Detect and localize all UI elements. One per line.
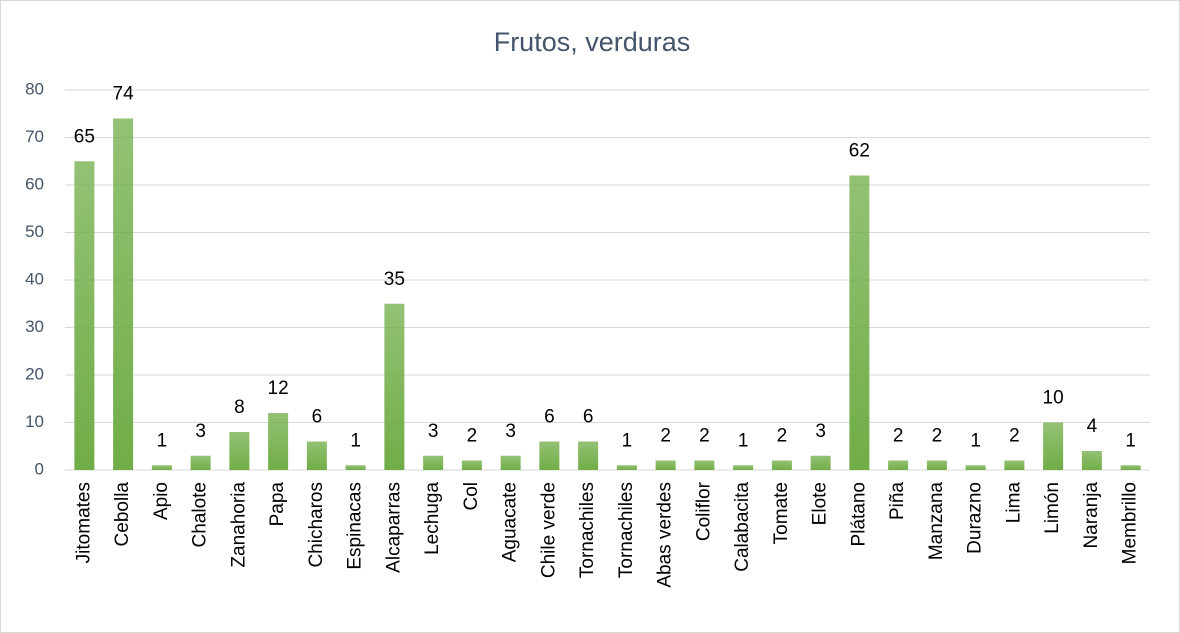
bar <box>1081 451 1102 470</box>
bar <box>1004 460 1025 470</box>
y-tick-label: 70 <box>25 127 44 146</box>
data-label: 3 <box>505 421 516 442</box>
bar <box>306 441 327 470</box>
data-label: 62 <box>849 141 870 162</box>
data-label: 3 <box>195 421 206 442</box>
data-label: 1 <box>738 430 749 451</box>
data-label: 3 <box>815 421 826 442</box>
x-tick-label: Calabacita <box>732 482 753 572</box>
bar <box>771 460 792 470</box>
data-label: 6 <box>312 407 323 428</box>
bar <box>461 460 482 470</box>
data-label: 1 <box>970 430 981 451</box>
chart-title: Frutos, verduras <box>494 27 691 57</box>
y-tick-label: 40 <box>25 269 44 288</box>
bar <box>1120 465 1141 470</box>
data-label: 2 <box>932 426 943 447</box>
bar <box>616 465 637 470</box>
x-tick-label: Tornachiles <box>577 482 598 578</box>
data-label: 1 <box>622 430 633 451</box>
x-tick-label: Membrillo <box>1120 482 1141 564</box>
data-label: 2 <box>699 426 710 447</box>
x-tick-label: Apio <box>151 482 172 520</box>
bar <box>113 118 134 470</box>
bar <box>694 460 715 470</box>
x-tick-label: Chalote <box>190 482 211 548</box>
x-tick-label: Chile verde <box>538 482 559 578</box>
data-label: 2 <box>660 426 671 447</box>
data-label: 1 <box>350 430 361 451</box>
data-label: 1 <box>157 430 168 451</box>
bar <box>810 455 831 470</box>
y-tick-label: 20 <box>25 364 44 383</box>
bar <box>229 432 250 470</box>
y-tick-label: 50 <box>25 222 44 241</box>
x-tick-label: Tomate <box>771 482 792 544</box>
data-label: 2 <box>893 426 904 447</box>
x-tick-label: Durazno <box>965 482 986 554</box>
x-tick-label: Abas verdes <box>655 482 676 588</box>
x-tick-label: Papa <box>267 482 288 527</box>
bar <box>888 460 909 470</box>
data-label: 10 <box>1043 388 1064 409</box>
x-tick-label: Espinacas <box>345 482 366 570</box>
bar <box>423 455 444 470</box>
x-tick-label: Coliflor <box>693 481 714 541</box>
bar <box>539 441 560 470</box>
bar <box>268 413 289 470</box>
bar <box>655 460 676 470</box>
y-tick-label: 60 <box>25 174 44 193</box>
data-label: 8 <box>234 397 245 418</box>
bar <box>578 441 599 470</box>
bar <box>965 465 986 470</box>
bar <box>190 455 211 470</box>
data-label: 4 <box>1087 416 1098 437</box>
x-tick-label: Piña <box>887 482 908 520</box>
x-tick-label: Limón <box>1042 482 1063 534</box>
x-tick-label: Jitomates <box>73 482 94 563</box>
y-tick-label: 10 <box>25 412 44 431</box>
data-label: 12 <box>268 378 289 399</box>
data-label: 2 <box>467 426 478 447</box>
data-label: 1 <box>1125 430 1136 451</box>
x-tick-label: Elote <box>810 482 831 525</box>
x-tick-label: Cebolla <box>112 482 133 547</box>
x-tick-label: Aguacate <box>500 482 521 562</box>
bar <box>151 465 172 470</box>
data-label: 6 <box>544 407 555 428</box>
bar <box>1043 422 1064 470</box>
x-tick-label: Plátano <box>848 482 869 546</box>
data-label: 6 <box>583 407 594 428</box>
bar <box>926 460 947 470</box>
data-label: 65 <box>74 126 95 147</box>
x-tick-label: Lechuga <box>422 482 443 555</box>
y-tick-label: 30 <box>25 317 44 336</box>
x-tick-label: Tornachiles <box>616 482 637 578</box>
data-label: 74 <box>113 84 135 105</box>
x-tick-label: Alcaparras <box>383 482 404 573</box>
x-tick-label: Chicharos <box>306 482 327 568</box>
x-tick-label: Col <box>461 482 482 511</box>
x-tick-label: Naranja <box>1081 482 1102 549</box>
bar <box>384 303 405 470</box>
bar <box>500 455 521 470</box>
data-label: 2 <box>1009 426 1020 447</box>
bar <box>74 161 95 470</box>
data-label: 2 <box>777 426 788 447</box>
bar <box>849 175 870 470</box>
y-tick-label: 0 <box>35 459 44 478</box>
x-tick-label: Manzana <box>926 482 947 561</box>
y-tick-label: 80 <box>25 79 44 98</box>
data-label: 3 <box>428 421 439 442</box>
x-tick-label: Zanahoria <box>228 482 249 568</box>
data-label: 35 <box>384 269 405 290</box>
bar <box>345 465 366 470</box>
x-tick-label: Lima <box>1003 482 1024 524</box>
bar <box>733 465 754 470</box>
